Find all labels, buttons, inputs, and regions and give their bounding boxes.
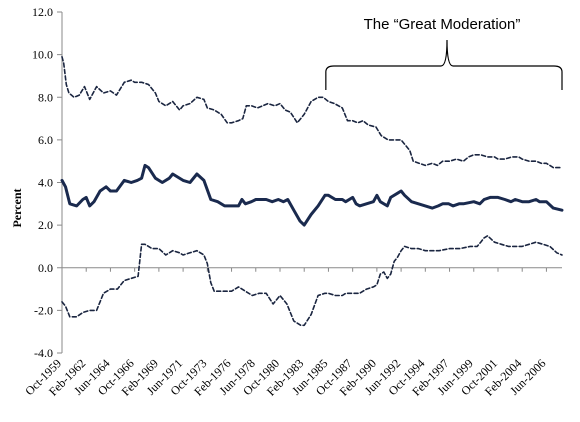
y-tick-label: -2.0 xyxy=(34,303,53,317)
lower-band-line xyxy=(61,235,563,327)
series-lines xyxy=(60,55,564,327)
y-tick-label: 6.0 xyxy=(38,133,53,147)
x-tick-labels: Oct-1959Feb-1962Jun-1964Oct-1966Feb-1969… xyxy=(22,356,548,398)
y-tick-label: 4.0 xyxy=(38,176,53,190)
y-tick-label: 0.0 xyxy=(38,261,53,275)
y-tick-label: 10.0 xyxy=(32,48,53,62)
great-moderation-label: The “Great Moderation” xyxy=(364,16,521,33)
annotation-bracket xyxy=(325,39,563,90)
central-line xyxy=(60,163,564,227)
upper-band-line xyxy=(61,55,563,169)
y-tick-label: 8.0 xyxy=(38,90,53,104)
y-tick-label: -4.0 xyxy=(34,346,53,360)
curly-brace xyxy=(325,39,563,90)
y-tick-labels: -4.0 -2.0 0.0 2.0 4.0 6.0 8.0 10.0 12.0 xyxy=(32,5,53,360)
y-tick-label: 12.0 xyxy=(32,5,53,19)
y-tick-label: 2.0 xyxy=(38,218,53,232)
y-axis-label: Percent xyxy=(10,188,24,227)
